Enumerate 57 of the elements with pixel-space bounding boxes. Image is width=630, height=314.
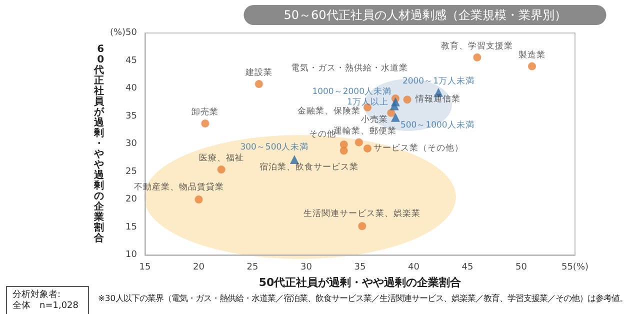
annotation: 電気・ガス・熱供給・水道業 [290, 62, 408, 74]
x-axis-title: 50代正社員が過剰・やや過剰の企業割合 [258, 276, 462, 289]
annotation: 不動産業、物品賃貸業 [134, 182, 224, 192]
y-tick-label: (%)50 [110, 28, 138, 38]
annotation: 運輸業、郵便業 [333, 125, 396, 136]
point [354, 138, 363, 146]
text: ※30人以下の業界（電気・ガス・熱供給・水道業／宿泊業、飲食サービス業／生活関連サービス、娯楽業／教育、学習支援業／その他）は参考値。 [98, 293, 628, 303]
x-tick-label: 40 [408, 262, 420, 272]
annotation: 小売業 [361, 114, 388, 125]
annotation: 医療、福祉 [198, 152, 244, 164]
point [340, 146, 348, 155]
annotation: 宿泊業、飲食サービス業 [259, 162, 358, 173]
annotation: 300～500人未満 [240, 142, 309, 153]
annotation: 建設業 [244, 67, 272, 78]
point [403, 96, 412, 104]
x-tick-label: 25 [246, 262, 258, 272]
annotation: 教育、学習支援業 [441, 40, 514, 52]
point [290, 155, 299, 164]
annotation: 製造業 [518, 49, 546, 60]
point [390, 101, 399, 110]
y-tick-label: 20 [126, 194, 138, 204]
point [254, 80, 263, 88]
chart-title: 50～60代正社員の人材過剰感（企業規模・業界別） [284, 8, 566, 22]
x-tick-label: 45 [462, 262, 474, 272]
point [194, 196, 203, 204]
annotation: 500～1000人未満 [400, 119, 474, 130]
annotation: 2000～1万人未満 [402, 75, 474, 86]
point [390, 112, 400, 122]
point [387, 108, 396, 117]
x-tick-label: 35 [354, 262, 366, 272]
text: 分析対象者: 全体 n=1,028 [12, 289, 79, 311]
point [473, 53, 482, 62]
annotation: 1万人以上 [346, 96, 388, 108]
y-tick-label: 25 [126, 166, 137, 177]
point [528, 62, 536, 70]
annotation: 金融業、保険業 [298, 105, 361, 116]
x-tick-label: 55(%) [561, 262, 589, 272]
annotation: サービス業（その他） [374, 142, 464, 154]
point [358, 222, 366, 230]
annotation: 1000～2000人未満 [312, 86, 392, 97]
point [364, 144, 372, 152]
annotation: 生活関連サービス業、娯楽業 [304, 208, 421, 220]
x-tick-label: 20 [193, 262, 205, 272]
annotation: 卸売業 [192, 106, 219, 118]
y-tick-label: 15 [126, 222, 137, 232]
x-tick-label: 50 [516, 262, 528, 272]
x-tick-label: 30 [300, 262, 312, 272]
annotation: 情報通信業 [414, 94, 460, 105]
point [217, 166, 226, 174]
y-tick-label: 30 [126, 139, 138, 149]
y-tick-label: 35 [126, 111, 137, 122]
y-tick-label: 45 [126, 56, 137, 66]
text: 60代正社員が過剰・やや過剰の企業割合 [94, 44, 104, 244]
x-tick-label: 15 [139, 262, 151, 272]
y-tick-label: 10 [126, 250, 138, 260]
y-tick-label: 40 [126, 84, 138, 94]
point [201, 119, 210, 128]
